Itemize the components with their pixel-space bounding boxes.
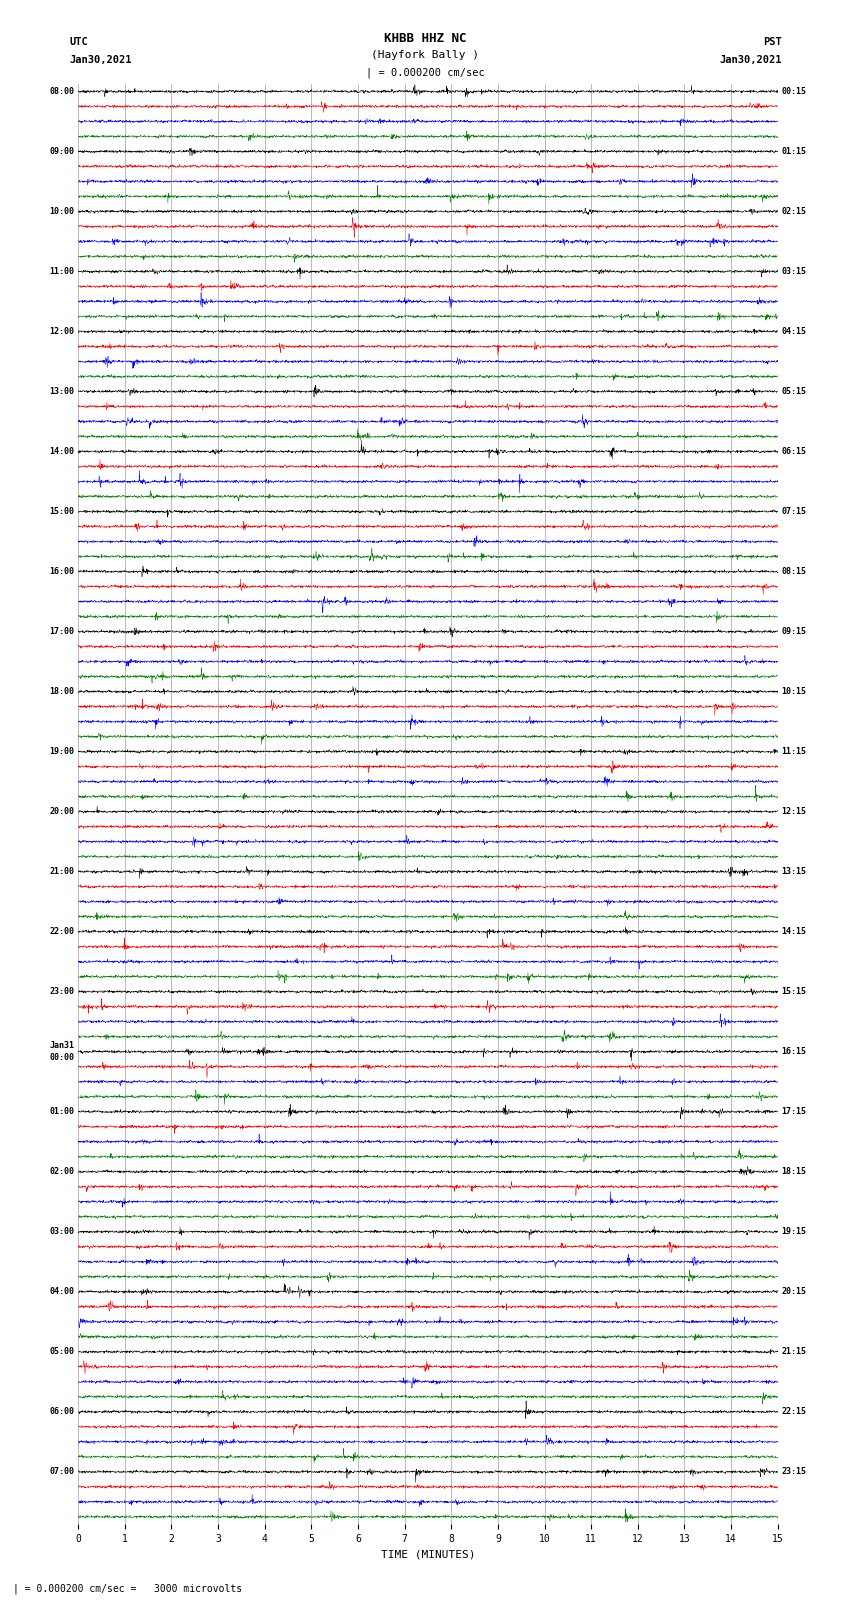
Text: 17:00: 17:00 (49, 627, 75, 636)
Text: 22:00: 22:00 (49, 927, 75, 936)
Text: 18:15: 18:15 (781, 1168, 807, 1176)
Text: PST: PST (763, 37, 782, 47)
Text: 01:15: 01:15 (781, 147, 807, 156)
X-axis label: TIME (MINUTES): TIME (MINUTES) (381, 1550, 475, 1560)
Text: UTC: UTC (70, 37, 88, 47)
Text: 07:15: 07:15 (781, 506, 807, 516)
Text: 12:15: 12:15 (781, 806, 807, 816)
Text: 20:00: 20:00 (49, 806, 75, 816)
Text: 04:00: 04:00 (49, 1287, 75, 1297)
Text: (Hayfork Bally ): (Hayfork Bally ) (371, 50, 479, 60)
Text: 20:15: 20:15 (781, 1287, 807, 1297)
Text: 10:00: 10:00 (49, 206, 75, 216)
Text: 16:15: 16:15 (781, 1047, 807, 1057)
Text: 00:15: 00:15 (781, 87, 807, 95)
Text: 06:00: 06:00 (49, 1407, 75, 1416)
Text: 02:15: 02:15 (781, 206, 807, 216)
Text: 23:15: 23:15 (781, 1468, 807, 1476)
Text: 19:00: 19:00 (49, 747, 75, 756)
Text: 05:15: 05:15 (781, 387, 807, 395)
Text: 16:00: 16:00 (49, 568, 75, 576)
Text: 15:15: 15:15 (781, 987, 807, 997)
Text: 11:00: 11:00 (49, 266, 75, 276)
Text: 14:00: 14:00 (49, 447, 75, 456)
Text: 03:15: 03:15 (781, 266, 807, 276)
Text: 21:00: 21:00 (49, 868, 75, 876)
Text: | = 0.000200 cm/sec: | = 0.000200 cm/sec (366, 68, 484, 79)
Text: 01:00: 01:00 (49, 1107, 75, 1116)
Text: 14:15: 14:15 (781, 927, 807, 936)
Text: 08:00: 08:00 (49, 87, 75, 95)
Text: 11:15: 11:15 (781, 747, 807, 756)
Text: 17:15: 17:15 (781, 1107, 807, 1116)
Text: 02:00: 02:00 (49, 1168, 75, 1176)
Text: 13:15: 13:15 (781, 868, 807, 876)
Text: 18:00: 18:00 (49, 687, 75, 697)
Text: 05:00: 05:00 (49, 1347, 75, 1357)
Text: Jan30,2021: Jan30,2021 (70, 55, 133, 65)
Text: 15:00: 15:00 (49, 506, 75, 516)
Text: 08:15: 08:15 (781, 568, 807, 576)
Text: KHBB HHZ NC: KHBB HHZ NC (383, 32, 467, 45)
Text: 06:15: 06:15 (781, 447, 807, 456)
Text: 21:15: 21:15 (781, 1347, 807, 1357)
Text: 09:15: 09:15 (781, 627, 807, 636)
Text: Jan30,2021: Jan30,2021 (719, 55, 782, 65)
Text: 12:00: 12:00 (49, 327, 75, 336)
Text: 13:00: 13:00 (49, 387, 75, 395)
Text: 09:00: 09:00 (49, 147, 75, 156)
Text: 00:00: 00:00 (49, 1053, 75, 1061)
Text: | = 0.000200 cm/sec =   3000 microvolts: | = 0.000200 cm/sec = 3000 microvolts (13, 1582, 242, 1594)
Text: 19:15: 19:15 (781, 1227, 807, 1236)
Text: 07:00: 07:00 (49, 1468, 75, 1476)
Text: 22:15: 22:15 (781, 1407, 807, 1416)
Text: Jan31: Jan31 (49, 1042, 75, 1050)
Text: 23:00: 23:00 (49, 987, 75, 997)
Text: 03:00: 03:00 (49, 1227, 75, 1236)
Text: 10:15: 10:15 (781, 687, 807, 697)
Text: 04:15: 04:15 (781, 327, 807, 336)
